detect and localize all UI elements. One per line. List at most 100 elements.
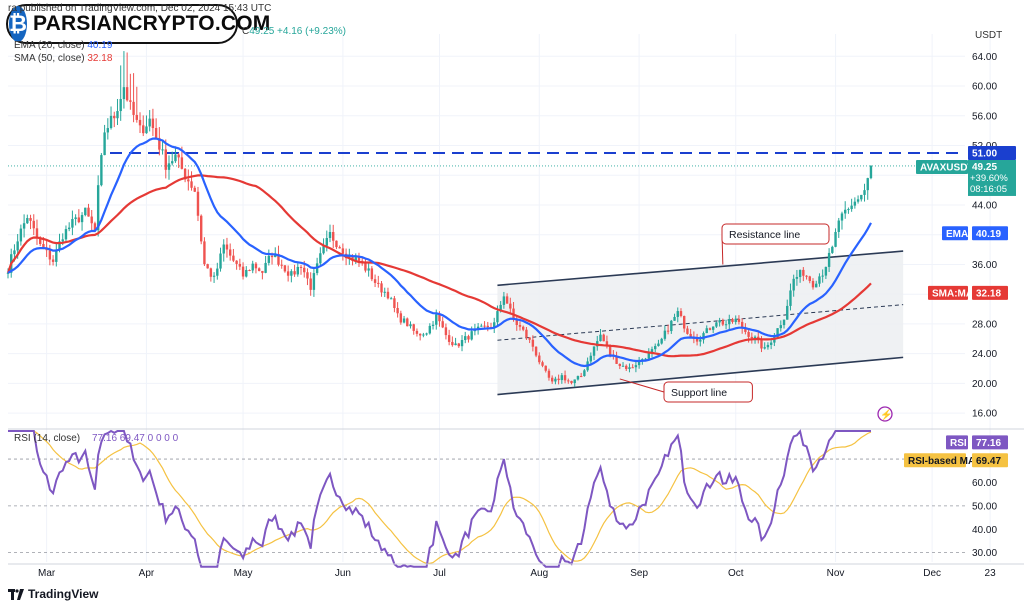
tradingview-footer[interactable]: TradingView xyxy=(8,587,98,601)
candle-body xyxy=(286,271,290,276)
candle-body xyxy=(367,268,370,271)
candle-body xyxy=(483,325,486,327)
candle-body xyxy=(528,337,531,340)
candle xyxy=(48,244,52,266)
candle-body xyxy=(563,375,567,381)
candle xyxy=(418,333,422,341)
time-tick-label: May xyxy=(234,568,253,579)
candle-body xyxy=(486,325,489,327)
candle xyxy=(789,283,792,311)
candle xyxy=(67,222,71,232)
candle xyxy=(113,111,116,128)
candle xyxy=(589,352,593,366)
candle xyxy=(187,169,190,191)
candle-body xyxy=(87,207,90,217)
candle xyxy=(209,267,213,282)
candle xyxy=(373,274,377,288)
sma-name-tag-text: SMA:MA xyxy=(932,288,973,299)
candle xyxy=(815,280,818,288)
candle-body xyxy=(293,271,296,275)
last-price-tag: 49.25+39.60%08:16:05 xyxy=(968,159,1016,196)
candle-body xyxy=(370,268,374,280)
rsi-title: RSI (14, close) xyxy=(14,433,80,444)
candle-body xyxy=(760,339,763,349)
candle xyxy=(798,269,802,283)
candle-body xyxy=(570,380,573,384)
candle xyxy=(428,323,432,335)
rsi-tick-label: 40.00 xyxy=(972,525,997,536)
candle xyxy=(90,209,93,232)
candle-body xyxy=(74,217,77,220)
candle xyxy=(177,153,180,169)
sma-line xyxy=(6,174,872,358)
candle xyxy=(74,214,77,226)
candle xyxy=(338,245,341,249)
candle-body xyxy=(212,275,216,277)
rsi-ma-value-tag-bg xyxy=(972,453,1008,468)
candle-body xyxy=(711,326,715,330)
candle-body xyxy=(554,378,557,382)
candle xyxy=(447,329,451,346)
candle-body xyxy=(203,241,206,265)
candle-body xyxy=(422,334,425,336)
price-tick-label: 16.00 xyxy=(972,409,997,420)
ema-legend-value: 40.19 xyxy=(87,40,113,51)
candle xyxy=(267,249,271,266)
candle-body xyxy=(534,346,538,356)
candle xyxy=(740,318,744,334)
candle xyxy=(151,108,155,137)
candle-body xyxy=(132,101,135,115)
candle xyxy=(286,265,290,282)
candle xyxy=(296,263,299,277)
candle xyxy=(863,183,866,202)
candle-body xyxy=(621,365,625,367)
candle-body xyxy=(39,237,42,245)
candle xyxy=(232,248,235,263)
candle-body xyxy=(840,213,844,221)
ema-line xyxy=(7,137,872,368)
ema-legend-label: EMA (20, close) xyxy=(14,40,85,51)
time-tick-label: 23 xyxy=(985,568,997,579)
candle-body xyxy=(505,296,509,304)
price-tick-label: 24.00 xyxy=(972,349,997,360)
candle xyxy=(87,203,90,217)
candle-body xyxy=(303,267,306,273)
candle xyxy=(538,352,541,365)
candle xyxy=(728,314,731,330)
candle xyxy=(412,323,415,335)
candle-body xyxy=(19,228,23,242)
candle xyxy=(766,342,770,350)
candle-body xyxy=(705,328,708,334)
candle xyxy=(248,269,251,272)
level-tag-text: 51.00 xyxy=(972,148,997,159)
candle xyxy=(509,297,512,313)
ema-legend[interactable]: EMA (20, close) 40.19 xyxy=(14,40,112,51)
candle-body xyxy=(499,304,502,312)
candle xyxy=(377,275,380,288)
rsi-ma-value-tag-text: 69.47 xyxy=(976,456,1001,467)
candle-body xyxy=(650,349,654,352)
candle-body xyxy=(544,365,547,371)
time-tick-label: Mar xyxy=(38,568,56,579)
candle xyxy=(122,51,126,109)
sma-legend[interactable]: SMA (50, close) 32.18 xyxy=(14,53,112,64)
candle-body xyxy=(631,367,634,369)
candle-body xyxy=(644,358,647,360)
candle xyxy=(834,228,837,248)
candle-body xyxy=(789,290,792,306)
candle xyxy=(228,243,232,261)
candle-body xyxy=(148,118,151,127)
candle xyxy=(299,264,303,275)
resistance-callout-box xyxy=(721,223,830,245)
candle-body xyxy=(634,365,638,368)
candle xyxy=(26,214,29,224)
support-callout-box xyxy=(663,381,753,403)
candle xyxy=(724,319,728,330)
time-tick-label: Oct xyxy=(728,568,744,579)
candle-body xyxy=(657,343,660,347)
candle xyxy=(708,327,712,331)
candle xyxy=(225,237,229,258)
candle xyxy=(563,370,567,384)
candle-body xyxy=(383,291,386,293)
price-tick-label: 36.00 xyxy=(972,260,997,271)
